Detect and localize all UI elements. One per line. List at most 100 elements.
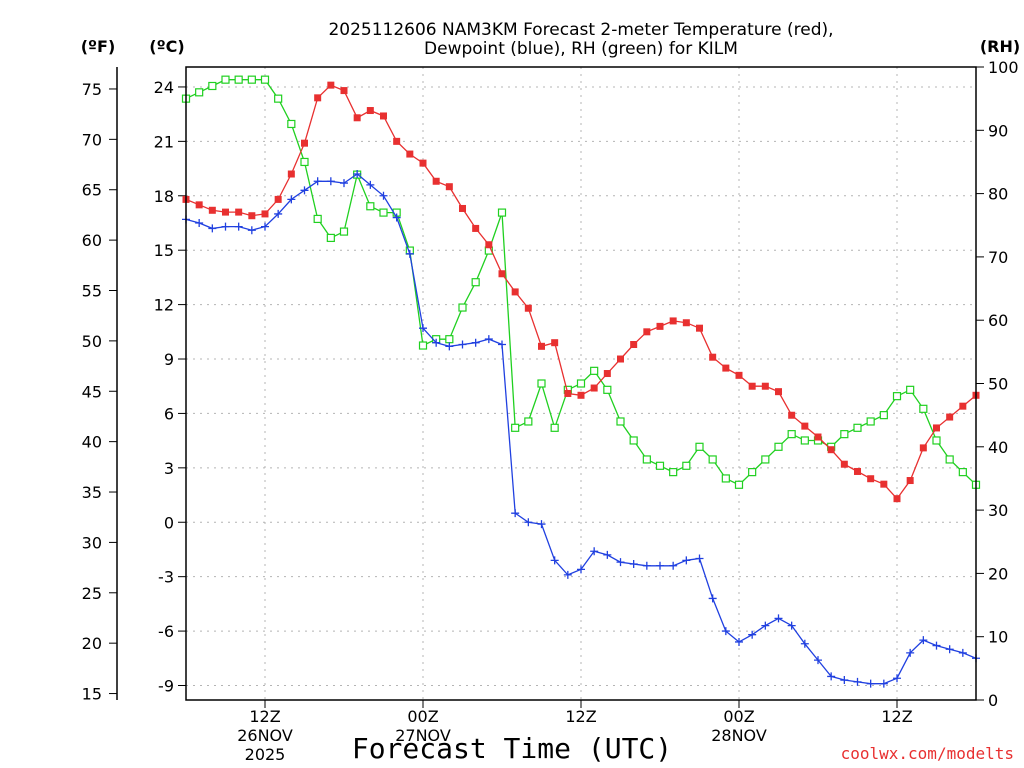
dewpoint-point bbox=[563, 570, 572, 579]
rh-tick-label: 40 bbox=[988, 438, 1008, 457]
fahrenheit-tick-label: 75 bbox=[82, 80, 102, 99]
dewpoint-point bbox=[840, 676, 849, 685]
rh-point bbox=[932, 436, 941, 445]
dewpoint-point bbox=[919, 636, 928, 645]
temperature-point bbox=[248, 212, 256, 220]
temperature-point bbox=[801, 422, 809, 430]
temperature-point bbox=[459, 204, 466, 212]
date-tick-label: 26NOV bbox=[237, 726, 293, 745]
dewpoint-point bbox=[419, 324, 427, 333]
temperature-point bbox=[261, 210, 269, 218]
rh-tick-label: 60 bbox=[988, 311, 1008, 330]
dewpoint-point bbox=[603, 550, 612, 559]
rh-tick-label: 0 bbox=[988, 691, 998, 710]
rh-axis: 0 10 20 30 40 50 60 70 80 90 100 bbox=[976, 58, 1019, 710]
temperature-point bbox=[235, 208, 243, 216]
rh-tick-label: 20 bbox=[988, 564, 1008, 583]
dewpoint-point bbox=[524, 518, 533, 527]
temperature-point bbox=[630, 341, 638, 349]
temperature-point bbox=[603, 370, 611, 378]
dewpoint-point bbox=[498, 340, 506, 349]
celsius-tick-label: 9 bbox=[164, 350, 174, 369]
chart-title-line-1: 2025112606 NAM3KM Forecast 2-meter Tempe… bbox=[328, 20, 833, 40]
temperature-point bbox=[959, 402, 967, 410]
rh-tick-label: 90 bbox=[988, 121, 1008, 140]
rh-point bbox=[853, 423, 862, 432]
temperature-point bbox=[748, 382, 756, 390]
rh-tick-label: 50 bbox=[988, 375, 1008, 394]
rh-point bbox=[550, 423, 559, 432]
rh-point bbox=[339, 227, 349, 236]
rh-point bbox=[906, 385, 915, 394]
watermark: coolwx.com/modelts bbox=[841, 744, 1014, 763]
temperature-point bbox=[788, 411, 796, 419]
rh-axis-unit: (RH) bbox=[980, 37, 1020, 56]
date-tick-label: 28NOV bbox=[711, 726, 767, 745]
rh-point bbox=[366, 202, 375, 211]
temperature-point bbox=[867, 475, 875, 483]
time-tick-label: 12Z bbox=[249, 707, 280, 726]
temperature-point bbox=[577, 391, 585, 399]
temperature-point bbox=[814, 433, 822, 441]
dewpoint-point bbox=[748, 630, 757, 639]
celsius-axis: -9 -6 -3 0 3 6 9 12 15 18 21 24 bbox=[154, 78, 186, 695]
temperature-point bbox=[393, 137, 401, 145]
temperature-point bbox=[432, 177, 440, 185]
celsius-tick-label: 0 bbox=[164, 513, 174, 532]
rh-point bbox=[603, 385, 612, 394]
chart-title-line-2: Dewpoint (blue), RH (green) for KILM bbox=[424, 39, 738, 59]
rh-point bbox=[748, 468, 757, 477]
dewpoint-point bbox=[787, 621, 796, 630]
temperature-point bbox=[551, 339, 559, 347]
rh-point bbox=[919, 404, 928, 413]
dewpoint-point bbox=[945, 645, 954, 654]
temperature-point bbox=[682, 319, 690, 327]
dewpoint-point bbox=[274, 209, 283, 218]
dewpoint-point bbox=[366, 180, 375, 189]
celsius-tick-label: 3 bbox=[164, 459, 174, 478]
dewpoint-point bbox=[340, 179, 348, 188]
celsius-tick-label: 24 bbox=[154, 78, 174, 97]
rh-point bbox=[800, 436, 809, 445]
gridlines bbox=[186, 67, 976, 700]
temperature-point bbox=[880, 480, 888, 488]
temperature-point bbox=[380, 112, 387, 120]
temperature-point bbox=[735, 371, 743, 379]
dewpoint-point bbox=[879, 679, 888, 688]
temperature-point bbox=[709, 353, 717, 361]
temperature-point bbox=[524, 304, 532, 312]
fahrenheit-tick-label: 40 bbox=[82, 433, 102, 452]
rh-point bbox=[537, 379, 546, 388]
temperature-point bbox=[946, 413, 954, 421]
series-temperature bbox=[182, 81, 980, 503]
rh-point bbox=[866, 417, 875, 426]
temperature-point bbox=[933, 424, 940, 432]
temperature-point bbox=[353, 114, 361, 122]
rh-point bbox=[616, 417, 625, 426]
rh-point bbox=[734, 480, 744, 489]
rh-point bbox=[721, 474, 730, 483]
temperature-point bbox=[222, 208, 229, 216]
dewpoint-point bbox=[353, 170, 362, 179]
fahrenheit-tick-label: 70 bbox=[82, 130, 102, 149]
rh-point bbox=[892, 392, 902, 401]
rh-point bbox=[458, 303, 467, 312]
dewpoint-point bbox=[287, 195, 296, 204]
rh-point bbox=[669, 468, 678, 477]
dewpoint-point bbox=[208, 224, 217, 233]
plot-frame bbox=[185, 66, 977, 701]
fahrenheit-tick-label: 35 bbox=[82, 483, 102, 502]
series-dewpoint bbox=[182, 170, 980, 688]
temperature-point bbox=[208, 206, 216, 214]
fahrenheit-tick-label: 20 bbox=[82, 634, 102, 653]
temperature-point bbox=[511, 288, 519, 296]
temperature-point bbox=[854, 467, 861, 475]
dewpoint-point bbox=[642, 561, 651, 570]
dewpoint-point bbox=[853, 677, 862, 686]
dewpoint-point bbox=[695, 554, 704, 563]
temperature-point bbox=[893, 495, 901, 503]
celsius-tick-label: 21 bbox=[154, 132, 174, 151]
time-tick-label: 12Z bbox=[565, 707, 596, 726]
fahrenheit-axis-unit: (ºF) bbox=[81, 37, 116, 56]
